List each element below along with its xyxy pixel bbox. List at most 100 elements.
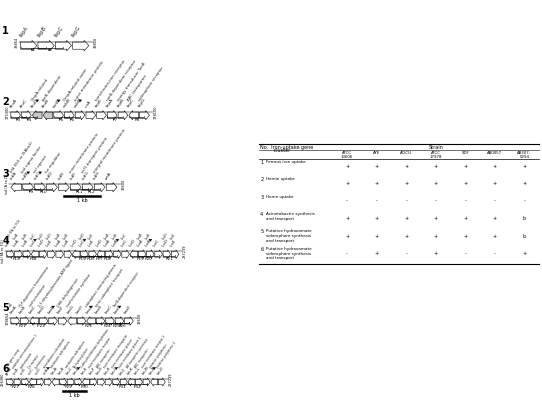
Text: -: -	[346, 251, 348, 256]
Polygon shape	[153, 367, 156, 370]
Text: MSS gene comp: MSS gene comp	[4, 348, 21, 369]
Text: P25I: P25I	[113, 324, 122, 328]
Text: isdH: isdH	[93, 170, 101, 180]
FancyArrow shape	[22, 378, 29, 386]
Text: +: +	[522, 251, 527, 256]
FancyArrow shape	[11, 182, 22, 192]
Text: P21: P21	[165, 257, 173, 261]
Text: P2: P2	[48, 48, 53, 52]
FancyArrow shape	[73, 40, 89, 51]
Text: No.  Iron-uptake gene: No. Iron-uptake gene	[260, 145, 313, 150]
Text: exbD: exbD	[73, 97, 83, 108]
FancyArrow shape	[7, 378, 14, 386]
Text: bauN: bauN	[149, 366, 157, 376]
Text: P7: P7	[113, 118, 118, 122]
FancyArrow shape	[106, 182, 117, 192]
FancyArrow shape	[21, 40, 37, 51]
FancyArrow shape	[11, 317, 20, 325]
FancyArrow shape	[90, 378, 97, 386]
Polygon shape	[36, 100, 39, 102]
Text: fepB: fepB	[117, 98, 125, 108]
Text: fepC: fepC	[54, 25, 64, 38]
FancyArrow shape	[171, 250, 179, 258]
FancyArrow shape	[136, 378, 143, 386]
FancyArrow shape	[22, 110, 31, 120]
Text: +: +	[375, 216, 379, 221]
Text: bauI: bauI	[111, 368, 118, 376]
Text: TonB-dependent receptor: TonB-dependent receptor	[113, 271, 140, 308]
FancyArrow shape	[155, 250, 163, 258]
FancyArrow shape	[54, 110, 63, 120]
FancyArrow shape	[78, 317, 86, 325]
Polygon shape	[116, 239, 119, 241]
Text: +: +	[404, 216, 408, 221]
Text: luxB: luxB	[62, 238, 70, 248]
Text: luxD: luxD	[79, 232, 86, 241]
Text: Hemin uptake: Hemin uptake	[266, 177, 295, 181]
Text: AB307-
0294: AB307- 0294	[518, 151, 532, 159]
Text: 1: 1	[2, 26, 9, 36]
FancyArrow shape	[138, 250, 146, 258]
Polygon shape	[38, 172, 42, 174]
FancyArrow shape	[21, 317, 29, 325]
Text: fepB: fepB	[36, 25, 47, 38]
Text: isd (FA to FG): isd (FA to FG)	[1, 239, 5, 263]
Text: AB transporter permease: AB transporter permease	[126, 338, 150, 369]
Text: 5: 5	[260, 230, 263, 234]
Text: +: +	[375, 251, 379, 256]
Text: +: +	[434, 181, 438, 186]
Text: putative periplasmic 2: putative periplasmic 2	[156, 341, 177, 369]
Text: ferrichrome: ferrichrome	[35, 354, 47, 369]
Text: fepG: fepG	[138, 98, 147, 108]
Text: bauB: bauB	[57, 366, 66, 376]
Text: 6: 6	[2, 364, 9, 374]
FancyArrow shape	[107, 110, 117, 120]
FancyArrow shape	[68, 317, 76, 325]
Text: 39600: 39600	[138, 312, 141, 324]
Text: bauO: bauO	[156, 366, 165, 376]
FancyArrow shape	[106, 317, 114, 325]
Text: luxB: luxB	[112, 232, 119, 241]
Text: putative periplasmic: putative periplasmic	[149, 343, 169, 369]
FancyArrow shape	[73, 250, 80, 258]
Text: basH: basH	[75, 304, 84, 314]
Text: luxD: luxD	[70, 238, 79, 248]
Text: luxE: luxE	[169, 233, 177, 241]
Text: bauF: bauF	[88, 367, 96, 376]
Text: outer membrane receptor 2: outer membrane receptor 2	[141, 335, 166, 369]
Text: luxC: luxC	[29, 232, 37, 241]
FancyArrow shape	[163, 250, 171, 258]
Text: b: b	[523, 234, 526, 238]
Text: bauL: bauL	[133, 367, 141, 376]
Text: luxA: luxA	[103, 238, 111, 248]
Text: fepE: fepE	[95, 98, 104, 108]
FancyArrow shape	[7, 250, 14, 258]
FancyArrow shape	[47, 182, 57, 192]
FancyArrow shape	[29, 378, 36, 386]
Text: bauC: bauC	[104, 304, 113, 314]
Text: suf operon: suf operon	[33, 154, 48, 174]
Text: basA: basA	[9, 304, 17, 314]
FancyArrow shape	[96, 317, 105, 325]
Text: iutA: iutA	[42, 368, 49, 376]
Text: ATCC
17978: ATCC 17978	[429, 151, 442, 159]
Text: P26: P26	[118, 324, 126, 328]
FancyArrow shape	[14, 378, 21, 386]
FancyArrow shape	[114, 250, 121, 258]
Text: -: -	[405, 251, 407, 256]
Text: inner membrane protein: inner membrane protein	[69, 132, 100, 174]
Text: 6: 6	[260, 247, 263, 252]
Text: P28: P28	[27, 385, 35, 389]
Text: AB0057: AB0057	[487, 151, 502, 155]
Text: fepC: fepC	[127, 98, 136, 108]
Text: -: -	[405, 199, 407, 204]
Text: bfd (IS3 or ISAba3): bfd (IS3 or ISAba3)	[9, 141, 34, 174]
Polygon shape	[77, 367, 80, 370]
Text: P13: P13	[13, 257, 21, 261]
Text: OmpA-related outer: OmpA-related outer	[63, 68, 88, 102]
Text: luxB: luxB	[21, 238, 29, 248]
Text: 266380: 266380	[1, 372, 5, 386]
Text: luxD: luxD	[46, 232, 53, 241]
Text: Cit mutator: Cit mutator	[27, 354, 40, 369]
Text: luxC: luxC	[153, 238, 161, 248]
